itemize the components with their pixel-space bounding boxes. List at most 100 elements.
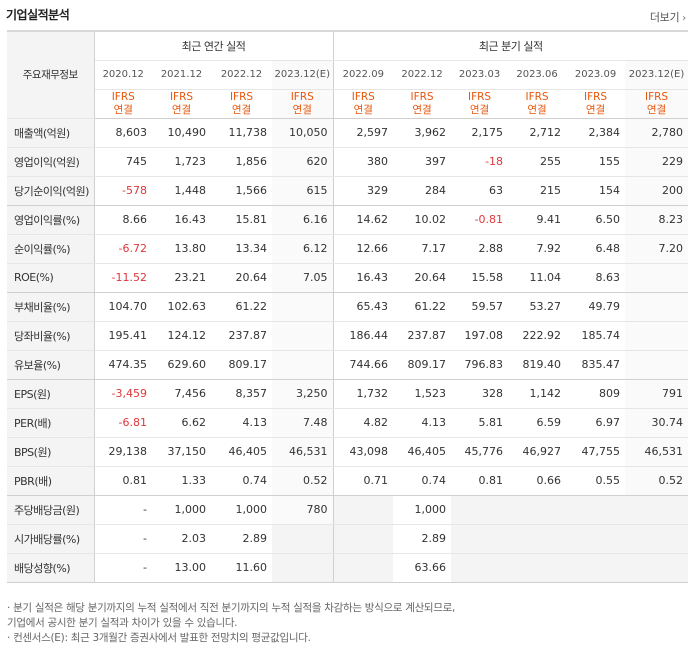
value-cell: 629.60 — [152, 350, 211, 380]
value-cell — [451, 524, 509, 554]
value-cell: 7.17 — [393, 234, 452, 264]
value-cell: 43,098 — [333, 437, 394, 467]
value-cell: 284 — [393, 176, 452, 206]
value-cell: 6.62 — [152, 408, 211, 438]
consolidated-label: 연결 — [585, 103, 606, 116]
consolidated-label: 연결 — [231, 103, 252, 116]
value-cell — [272, 292, 334, 322]
value-cell: 380 — [333, 147, 394, 177]
value-cell: 745 — [94, 147, 152, 177]
more-link[interactable]: 더보기 › — [650, 9, 686, 25]
value-cell — [272, 553, 334, 583]
value-cell — [625, 524, 689, 554]
value-cell: 0.74 — [393, 466, 452, 496]
value-cell: 397 — [393, 147, 452, 177]
value-cell: -18 — [451, 147, 509, 177]
table-row: ROE(%) -11.52 23.21 20.64 7.05 16.43 20.64 15.5… — [7, 263, 689, 293]
value-cell: 20.64 — [211, 263, 272, 293]
quarter-group-header: 최근 분기 실적 — [333, 30, 689, 61]
value-cell — [508, 495, 567, 525]
value-cell — [566, 495, 626, 525]
value-cell: 809.17 — [393, 350, 452, 380]
consolidated-label: 연결 — [113, 103, 133, 116]
table-row: 주당배당금(원) -1,000 1,000 780 1,000 — [7, 495, 689, 525]
value-cell: 47,755 — [566, 437, 626, 467]
value-cell: 10.02 — [393, 205, 452, 235]
value-cell: 186.44 — [333, 321, 394, 351]
row-label: EPS(원) — [7, 379, 95, 409]
period-header: 2023.09 — [566, 60, 626, 90]
value-cell: -6.81 — [94, 408, 152, 438]
value-cell: 5.81 — [451, 408, 509, 438]
value-cell: 0.81 — [451, 466, 509, 496]
value-cell: 255 — [508, 147, 567, 177]
value-cell — [625, 350, 689, 380]
period-header: 2021.12 — [152, 60, 211, 90]
value-cell: 11.60 — [211, 553, 272, 583]
value-cell: -11.52 — [94, 263, 152, 293]
period-header: 2022.09 — [333, 60, 394, 90]
row-label: 영업이익률(%) — [7, 205, 95, 235]
ifrs-label: IFRS — [290, 90, 314, 103]
value-cell: 1,856 — [211, 147, 272, 177]
value-cell: 16.43 — [333, 263, 394, 293]
value-cell: 45,776 — [451, 437, 509, 467]
ifrs-header-row: IFRS 연결 IFRS 연결 IFRS 연결 IFRS 연결 IFRS 연결 IFRS 연결 IFRS… — [7, 89, 689, 119]
table-row: 영업이익률(%) 8.66 16.43 15.81 6.16 14.62 10.02 -0.8… — [7, 205, 689, 235]
value-cell: 8,357 — [211, 379, 272, 409]
table-row: 매출액(억원) 8,603 10,490 11,738 10,050 2,597 3,962… — [7, 118, 689, 148]
value-cell — [272, 524, 334, 554]
value-cell: 14.62 — [333, 205, 394, 235]
value-cell: 2,175 — [451, 118, 509, 148]
value-cell — [508, 524, 567, 554]
value-cell — [566, 553, 626, 583]
value-cell: 7.92 — [508, 234, 567, 264]
table-row: EPS(원) -3,459 7,456 8,357 3,250 1,732 1,523 328… — [7, 379, 689, 409]
value-cell: 791 — [625, 379, 689, 409]
value-cell — [625, 292, 689, 322]
value-cell: -578 — [94, 176, 152, 206]
value-cell: 2.03 — [152, 524, 211, 554]
value-cell: 6.48 — [566, 234, 626, 264]
table-row: PBR(배) 0.81 1.33 0.74 0.52 0.71 0.74 0.81 0.66 0.… — [7, 466, 689, 496]
value-cell: 3,962 — [393, 118, 452, 148]
more-label[interactable]: 더보기 — [649, 11, 680, 24]
consolidated-label: 연결 — [353, 103, 373, 116]
value-cell: 61.22 — [393, 292, 452, 322]
row-label: 순이익률(%) — [7, 234, 95, 264]
value-cell: 229 — [625, 147, 689, 177]
row-label: 당기순이익(억원) — [7, 176, 95, 206]
value-cell: 23.21 — [152, 263, 211, 293]
value-cell — [333, 524, 394, 554]
value-cell — [508, 553, 567, 583]
value-cell — [566, 524, 626, 554]
value-cell: 328 — [451, 379, 509, 409]
ifrs-label: IFRS — [410, 90, 434, 103]
value-cell: 46,405 — [393, 437, 452, 467]
value-cell: 620 — [272, 147, 334, 177]
consolidated-label: 연결 — [171, 103, 192, 116]
table-row: 당좌비율(%) 195.41 124.12 237.87 186.44 237.87 197… — [7, 321, 689, 351]
value-cell: 8.63 — [566, 263, 626, 293]
value-cell: 46,531 — [625, 437, 689, 467]
period-header: 2020.12 — [94, 60, 152, 90]
value-cell: 63.66 — [393, 553, 452, 583]
period-header: 2023.06 — [508, 60, 567, 90]
footnotes: · 분기 실적은 해당 분기까지의 누적 실적에서 직전 분기까지의 누적 실적… — [7, 601, 455, 646]
value-cell: 2,597 — [333, 118, 394, 148]
value-cell: 10,490 — [152, 118, 211, 148]
value-cell: 819.40 — [508, 350, 567, 380]
value-cell: 6.12 — [272, 234, 334, 264]
value-cell: 3,250 — [272, 379, 334, 409]
value-cell: -0.81 — [451, 205, 509, 235]
row-label: 주당배당금(원) — [7, 495, 95, 525]
ifrs-label: IFRS — [583, 90, 608, 103]
period-header: 2022.12 — [393, 60, 452, 90]
value-cell: 796.83 — [451, 350, 509, 380]
value-cell: 615 — [272, 176, 334, 206]
value-cell: 15.58 — [451, 263, 509, 293]
value-cell: 1,732 — [333, 379, 394, 409]
value-cell: 30.74 — [625, 408, 689, 438]
value-cell: 53.27 — [508, 292, 567, 322]
row-label: PBR(배) — [7, 466, 95, 496]
